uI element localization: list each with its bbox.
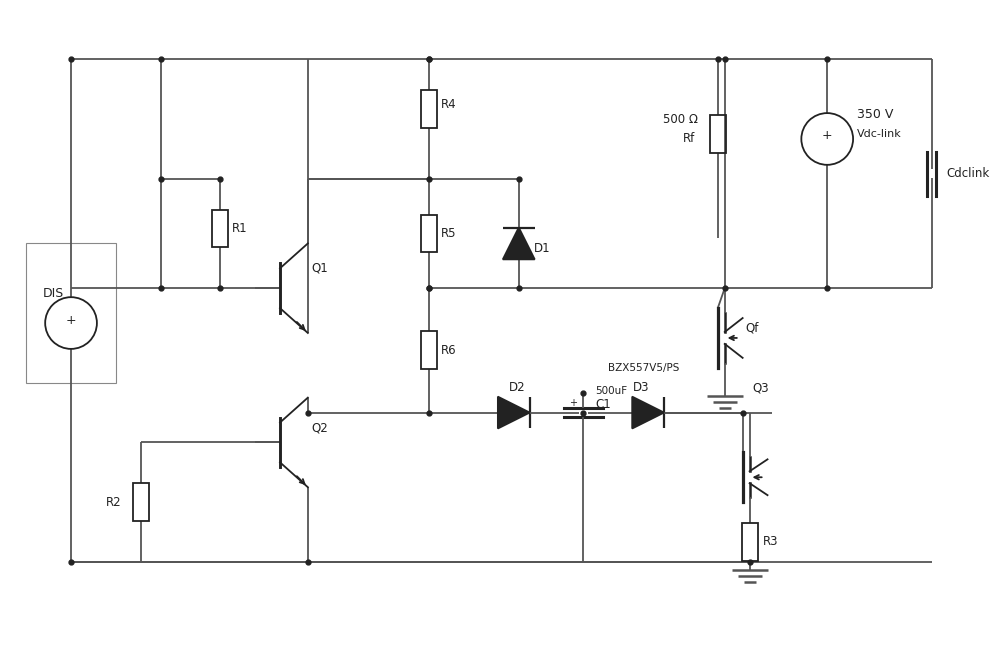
- Text: 350 V: 350 V: [857, 108, 893, 120]
- Text: Vdc-link: Vdc-link: [857, 129, 902, 139]
- Polygon shape: [632, 397, 664, 428]
- Polygon shape: [498, 397, 530, 428]
- Bar: [421, 332, 437, 369]
- Text: Q2: Q2: [312, 421, 329, 434]
- Text: D3: D3: [633, 381, 650, 394]
- Text: Qf: Qf: [746, 322, 759, 334]
- Bar: [421, 215, 437, 253]
- Text: Q3: Q3: [753, 381, 769, 394]
- Text: D1: D1: [534, 242, 550, 255]
- Text: Q1: Q1: [312, 262, 329, 275]
- Text: D2: D2: [509, 381, 525, 394]
- Bar: [212, 210, 228, 247]
- Text: Rf: Rf: [683, 132, 695, 145]
- Text: DIS: DIS: [43, 287, 64, 299]
- Bar: [421, 90, 437, 128]
- Text: Cdclink: Cdclink: [947, 167, 990, 180]
- Text: +: +: [66, 314, 76, 326]
- Text: +: +: [822, 130, 833, 143]
- Text: R6: R6: [441, 344, 457, 357]
- Text: 500 Ω: 500 Ω: [663, 113, 698, 126]
- Text: +: +: [569, 397, 577, 407]
- Text: BZX557V5/PS: BZX557V5/PS: [608, 363, 680, 373]
- Text: 500uF: 500uF: [595, 386, 628, 395]
- Bar: [742, 523, 758, 561]
- Bar: [133, 483, 149, 521]
- Text: R3: R3: [763, 536, 778, 548]
- Text: C1: C1: [595, 398, 611, 411]
- Text: R2: R2: [106, 495, 121, 509]
- Polygon shape: [503, 228, 535, 259]
- Text: R5: R5: [441, 227, 457, 240]
- Text: R1: R1: [232, 222, 248, 235]
- Text: R4: R4: [441, 97, 457, 111]
- Bar: [710, 115, 726, 153]
